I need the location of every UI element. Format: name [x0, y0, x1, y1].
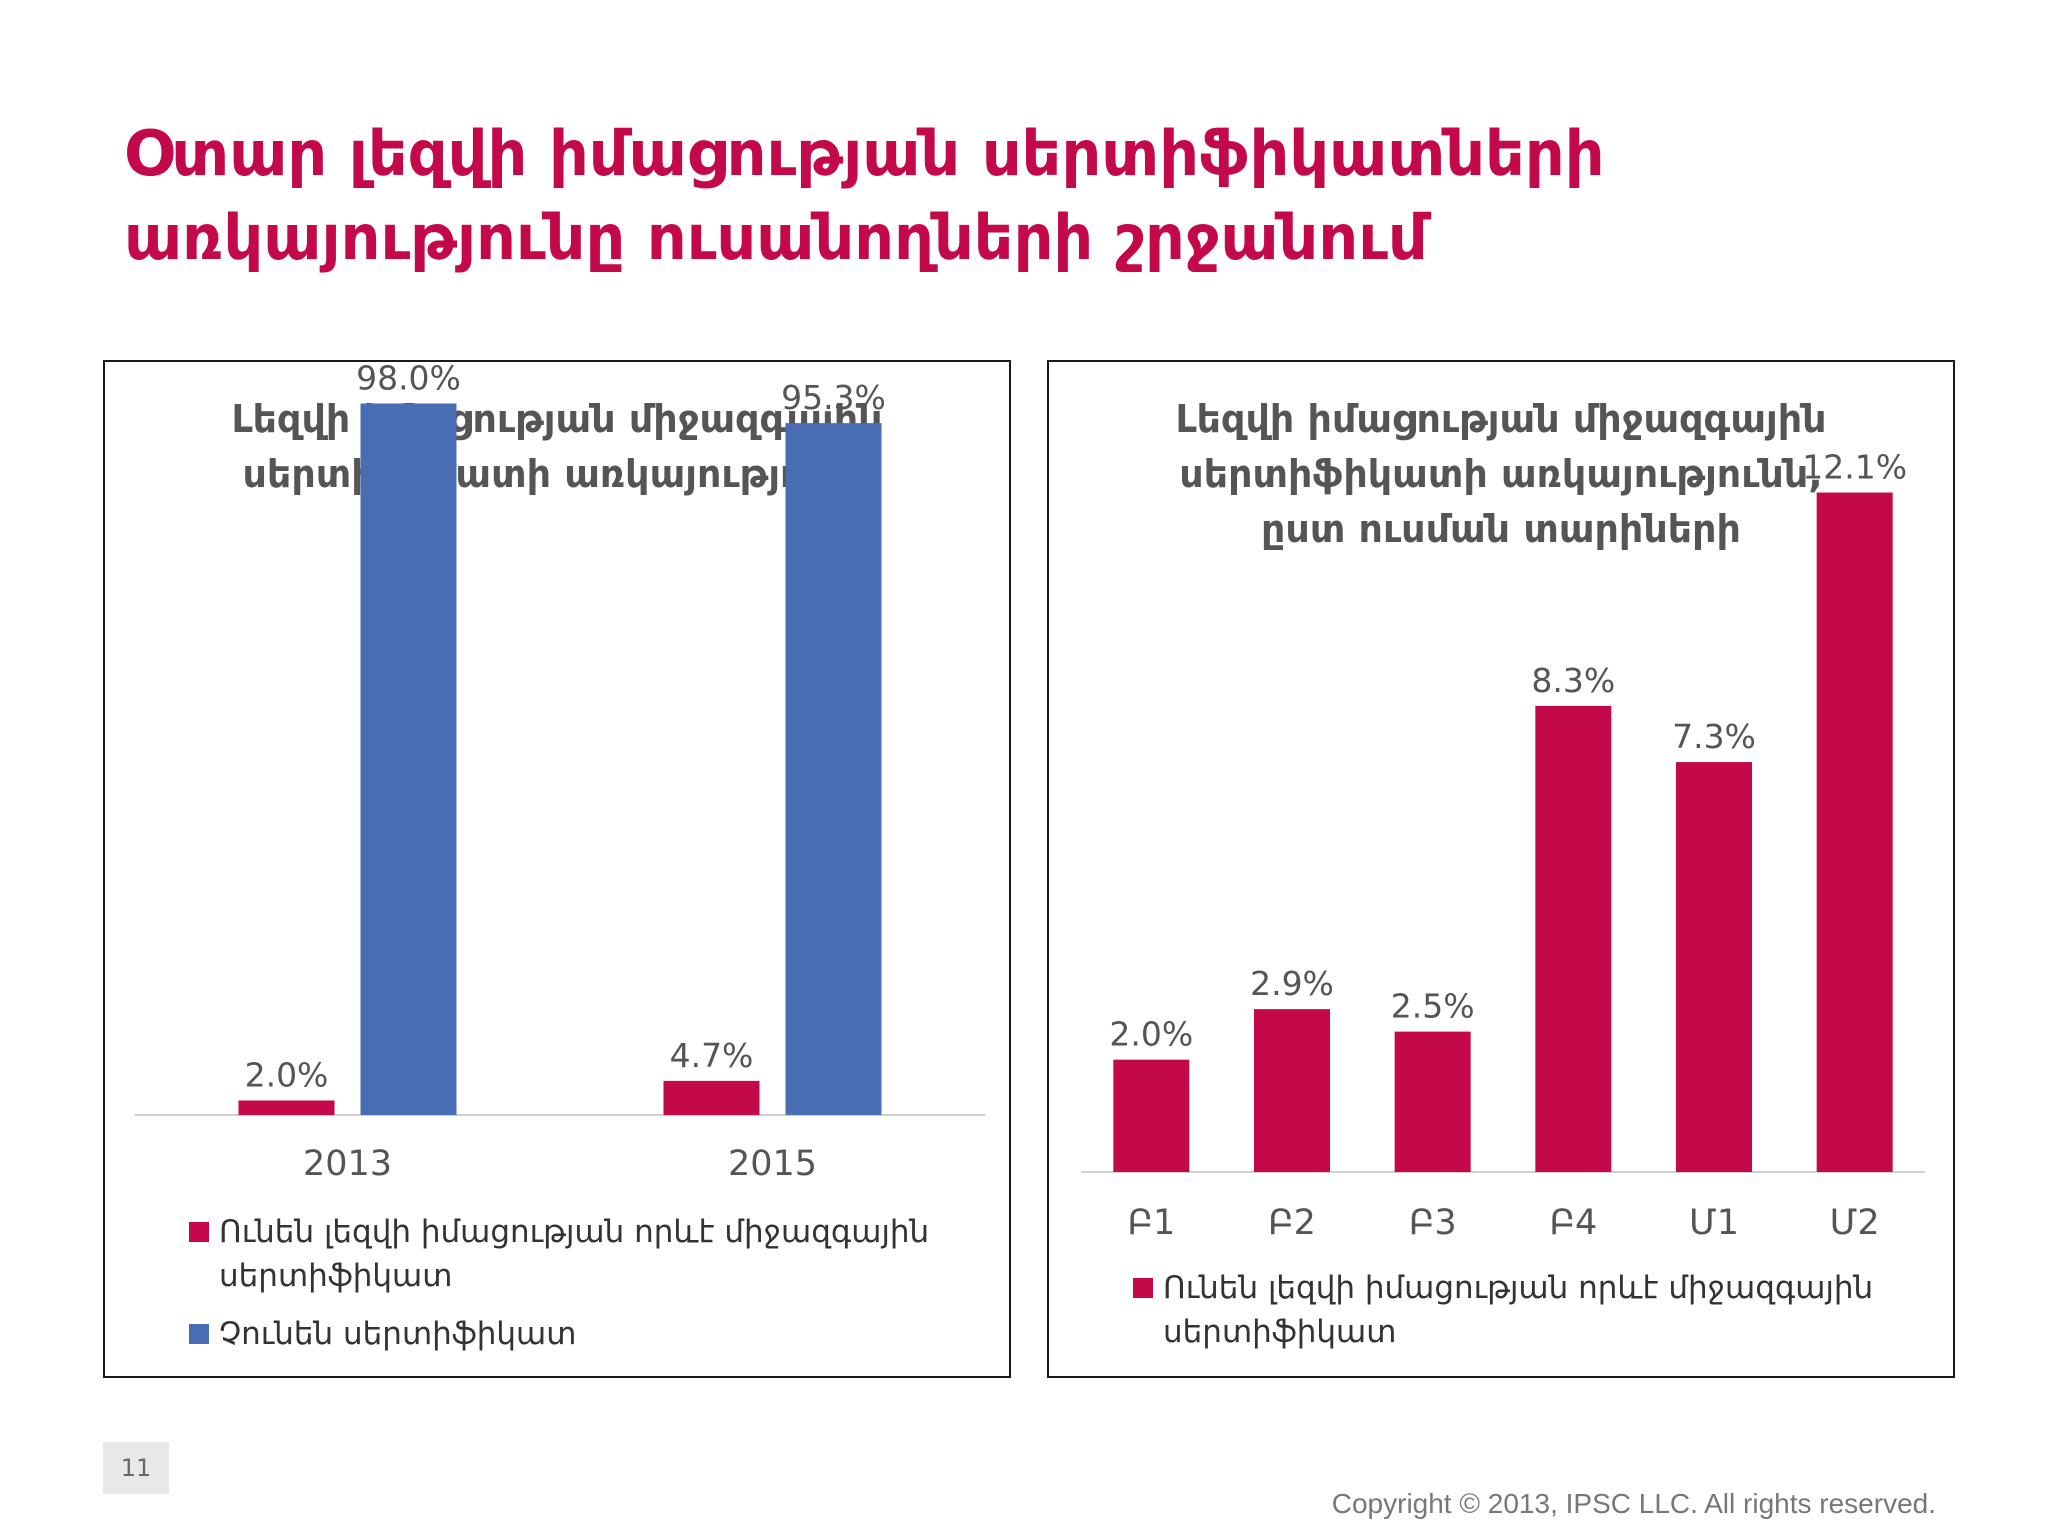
legend-label-no-certificate: Չունեն սերտիֆիկատ [219, 1316, 577, 1352]
category-label: 2015 [728, 1144, 817, 1184]
data-label: 2.0% [1109, 1015, 1193, 1054]
data-label: 2.0% [245, 1055, 329, 1094]
data-label: 8.3% [1531, 661, 1615, 700]
chart-title-line-3: ըստ ուսման տարիների [1261, 507, 1741, 551]
slide-title-line-2: առկայությունը ուսանողների շրջանում [124, 201, 1428, 274]
bar [1816, 492, 1893, 1172]
legend-swatch-has-certificate [189, 1222, 209, 1242]
chart-title-line-1: Լեզվի իմացության միջազգային [231, 397, 883, 441]
data-label: 98.0% [356, 359, 461, 398]
data-label: 2.5% [1391, 987, 1475, 1026]
legend-item-has-certificate: Ունեն լեզվի իմացության որևէ միջազգային ս… [1133, 1266, 1913, 1354]
bar [663, 1080, 760, 1115]
data-label: 95.3% [781, 378, 886, 417]
chart-title-line-2: սերտիֆիկատի առկայությունն, [1179, 452, 1823, 496]
bar [1535, 705, 1612, 1172]
bar-chart-by-study-year: 2.0% Բ1 2.9% Բ2 2.5% Բ3 8.3% Բ4 7.3% Մ1 12.1% Մ2 [1081, 448, 1925, 1243]
legend-item-no-certificate: Չունեն սերտիֆիկատ [189, 1312, 969, 1356]
bar [1113, 1059, 1190, 1172]
bar [1676, 762, 1752, 1172]
data-label: 7.3% [1672, 717, 1756, 756]
data-label: 12.1% [1802, 448, 1907, 487]
chart-title: Լեզվի իմացության միջազգային սերտիֆիկատի … [1049, 392, 1953, 557]
data-label: 2.9% [1250, 964, 1334, 1003]
category-label: Մ2 [1830, 1203, 1880, 1243]
category-label: Բ2 [1268, 1203, 1316, 1243]
legend-label-has-certificate: Ունեն լեզվի իմացության որևէ միջազգային ս… [1163, 1270, 1874, 1350]
chart-panel-by-study-year: Լեզվի իմացության միջազգային սերտիֆիկատի … [1047, 360, 1955, 1378]
slide-title: Օտար լեզվի իմացության սերտիֆիկատների առկ… [124, 112, 1824, 280]
bar-chart-by-year: 2.0% 98.0% 2013 4.7% 95.3% 2015 [135, 359, 985, 1184]
chart-title-line-1: Լեզվի իմացության միջազգային [1175, 397, 1827, 441]
chart-legend: Ունեն լեզվի իմացության որևէ միջազգային ս… [189, 1210, 969, 1370]
category-label: Մ1 [1689, 1203, 1739, 1243]
legend-swatch-has-certificate [1133, 1278, 1153, 1298]
bar [785, 423, 882, 1115]
legend-label-has-certificate: Ունեն լեզվի իմացության որևէ միջազգային ս… [219, 1214, 930, 1294]
category-label: 2013 [303, 1144, 392, 1184]
category-label: Բ4 [1549, 1203, 1597, 1243]
legend-swatch-no-certificate [189, 1324, 209, 1344]
copyright-notice: Copyright © 2013, IPSC LLC. All rights r… [1331, 1488, 1936, 1519]
data-label: 4.7% [670, 1036, 754, 1075]
chart-legend: Ունեն լեզվի իմացության որևէ միջազգային ս… [1133, 1266, 1913, 1368]
legend-item-has-certificate: Ունեն լեզվի իմացության որևէ միջազգային ս… [189, 1210, 969, 1298]
chart-title: Լեզվի իմացության միջազգային սերտիֆիկատի … [105, 392, 1009, 502]
chart-panel-by-year: Լեզվի իմացության միջազգային սերտիֆիկատի … [103, 359, 1011, 1378]
bar [238, 1100, 335, 1115]
bar [360, 403, 457, 1115]
slide-title-line-1: Օտար լեզվի իմացության սերտիֆիկատների [124, 117, 1605, 190]
bar [1254, 1009, 1330, 1172]
chart-title-line-2: սերտիֆիկատի առկայությունը [242, 452, 872, 496]
category-label: Բ3 [1409, 1203, 1457, 1243]
bar [1394, 1031, 1471, 1172]
page-number: 11 [103, 1442, 169, 1494]
category-label: Բ1 [1127, 1203, 1175, 1243]
